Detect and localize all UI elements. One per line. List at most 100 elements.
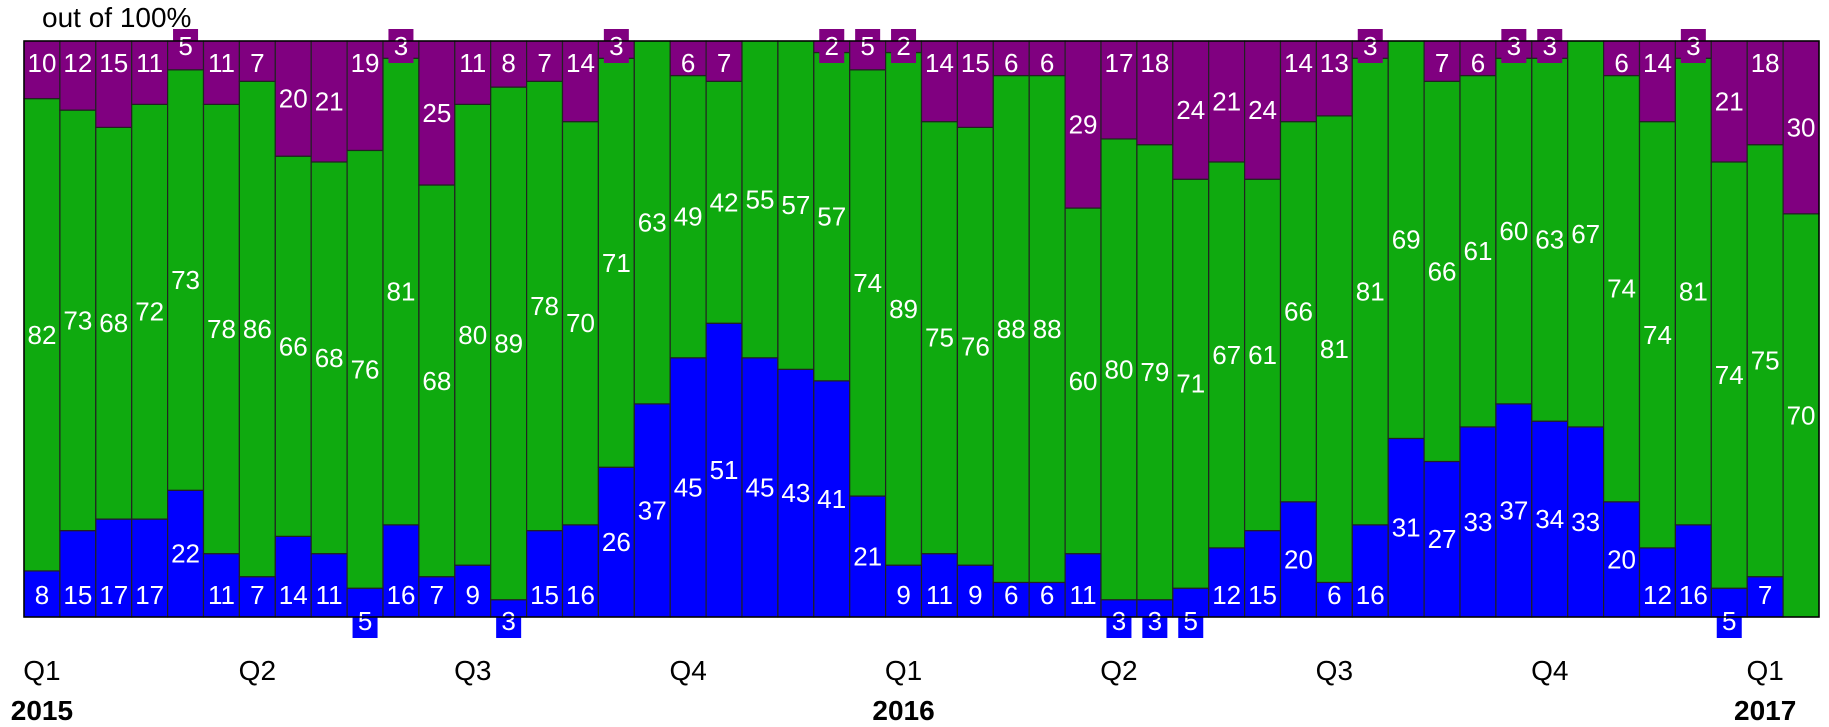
bar-segment-purple <box>561 40 600 123</box>
data-label-green: 66 <box>1428 256 1457 286</box>
bar-segment-purple <box>274 40 312 157</box>
bar-segment-green <box>1279 121 1318 503</box>
data-label-purple: 6 <box>681 48 695 78</box>
data-label-purple: 3 <box>394 31 408 61</box>
bar-segment-green <box>95 126 133 520</box>
data-label-blue: 16 <box>566 580 595 610</box>
data-label-blue: 22 <box>171 539 200 569</box>
data-label-purple: 14 <box>1284 48 1313 78</box>
bar-segment-green <box>131 103 169 520</box>
data-label-purple: 6 <box>1040 48 1054 78</box>
data-label-green: 88 <box>1033 314 1062 344</box>
bar-segment-purple <box>1028 40 1066 77</box>
bar-segment-blue <box>202 553 241 618</box>
bar-segment-blue <box>813 380 851 618</box>
data-label-blue: 31 <box>1392 513 1421 543</box>
bar-segment-purple <box>418 40 456 186</box>
data-label-blue: 12 <box>1212 580 1241 610</box>
data-label-blue: 45 <box>745 472 774 502</box>
data-label-blue: 7 <box>1758 580 1772 610</box>
data-label-purple: 3 <box>1686 31 1700 61</box>
bar-segment-purple <box>525 40 564 82</box>
data-label-green: 76 <box>961 331 990 361</box>
data-label-purple: 17 <box>1104 48 1133 78</box>
data-label-blue: 45 <box>674 472 703 502</box>
bar-segment-green <box>1100 138 1138 601</box>
data-label-blue: 37 <box>638 495 667 525</box>
bar-segment-green <box>1567 40 1605 428</box>
bar-segment-blue <box>849 495 887 618</box>
data-label-green: 71 <box>602 248 631 278</box>
data-label-blue: 11 <box>208 580 235 610</box>
bar-segment-purple <box>992 40 1030 77</box>
data-label-green: 60 <box>1069 366 1098 396</box>
data-label-blue: 20 <box>1284 544 1313 574</box>
bar-segment-green <box>956 126 994 566</box>
data-label-blue: 3 <box>1148 606 1162 636</box>
data-label-purple: 15 <box>961 48 990 78</box>
data-label-bg <box>173 29 199 63</box>
data-label-bg <box>1142 604 1168 638</box>
data-label-purple: 6 <box>1004 48 1018 78</box>
data-label-bg <box>855 29 881 63</box>
data-label-bg <box>1501 29 1527 63</box>
data-label-green: 73 <box>171 265 200 295</box>
bar-segment-green <box>525 80 564 532</box>
data-label-green: 76 <box>351 354 380 384</box>
data-label-bg <box>1716 604 1742 638</box>
quarter-label: Q1 <box>23 655 61 686</box>
bar-segment-green <box>920 121 959 555</box>
year-label: 2015 <box>10 695 74 726</box>
data-label-green: 61 <box>1248 340 1277 370</box>
data-label-green: 81 <box>386 277 415 307</box>
bar-segment-blue <box>1028 581 1066 618</box>
bar-segment-green <box>1315 115 1353 584</box>
data-label-green: 72 <box>135 297 164 327</box>
bar-segment-blue <box>1315 581 1353 618</box>
data-label-green: 70 <box>1787 400 1816 430</box>
bar-segment-green <box>884 51 923 566</box>
data-label-blue: 37 <box>1499 495 1528 525</box>
data-label-blue: 11 <box>316 580 343 610</box>
quarter-label: Q4 <box>669 655 707 686</box>
data-label-blue: 51 <box>710 455 739 485</box>
data-label-green: 67 <box>1571 219 1600 249</box>
bar-segment-green <box>1172 178 1210 589</box>
bar-segment-green <box>1243 178 1282 532</box>
data-label-purple: 7 <box>537 48 551 78</box>
data-label-green: 80 <box>458 320 487 350</box>
bar-segment-green <box>167 69 205 491</box>
bar-segment-green <box>597 57 635 468</box>
data-label-purple: 24 <box>1176 95 1205 125</box>
bar-segment-green <box>1674 57 1712 526</box>
data-label-purple: 3 <box>1363 31 1377 61</box>
bar-segment-purple <box>956 40 994 129</box>
data-label-blue: 3 <box>501 606 515 636</box>
data-label-purple: 5 <box>178 31 192 61</box>
bar-segment-blue <box>1567 426 1605 618</box>
bar-segment-green <box>1423 80 1461 463</box>
data-label-blue: 9 <box>896 580 910 610</box>
data-label-purple: 18 <box>1140 48 1169 78</box>
bar-segment-blue <box>1387 437 1425 618</box>
data-label-bg <box>891 29 917 63</box>
data-label-green: 55 <box>745 184 774 214</box>
bar-segment-green <box>1746 144 1784 578</box>
bar-segment-green <box>1387 40 1425 440</box>
data-label-blue: 3 <box>1112 606 1126 636</box>
bar-segment-green <box>633 40 671 405</box>
data-label-purple: 24 <box>1248 95 1277 125</box>
bar-segment-blue <box>741 357 779 618</box>
data-label-blue: 6 <box>1004 580 1018 610</box>
data-label-green: 57 <box>817 202 846 232</box>
data-label-green: 75 <box>925 323 954 353</box>
data-label-green: 66 <box>279 331 308 361</box>
bar-segment-blue <box>382 524 420 618</box>
bar-segment-green <box>741 40 779 359</box>
data-label-blue: 20 <box>1607 544 1636 574</box>
bar-segment-purple <box>1279 40 1318 123</box>
data-label-bg <box>1680 29 1706 63</box>
data-label-blue: 11 <box>926 580 953 610</box>
bar-segment-green <box>561 121 600 526</box>
data-label-bg <box>1178 604 1204 638</box>
